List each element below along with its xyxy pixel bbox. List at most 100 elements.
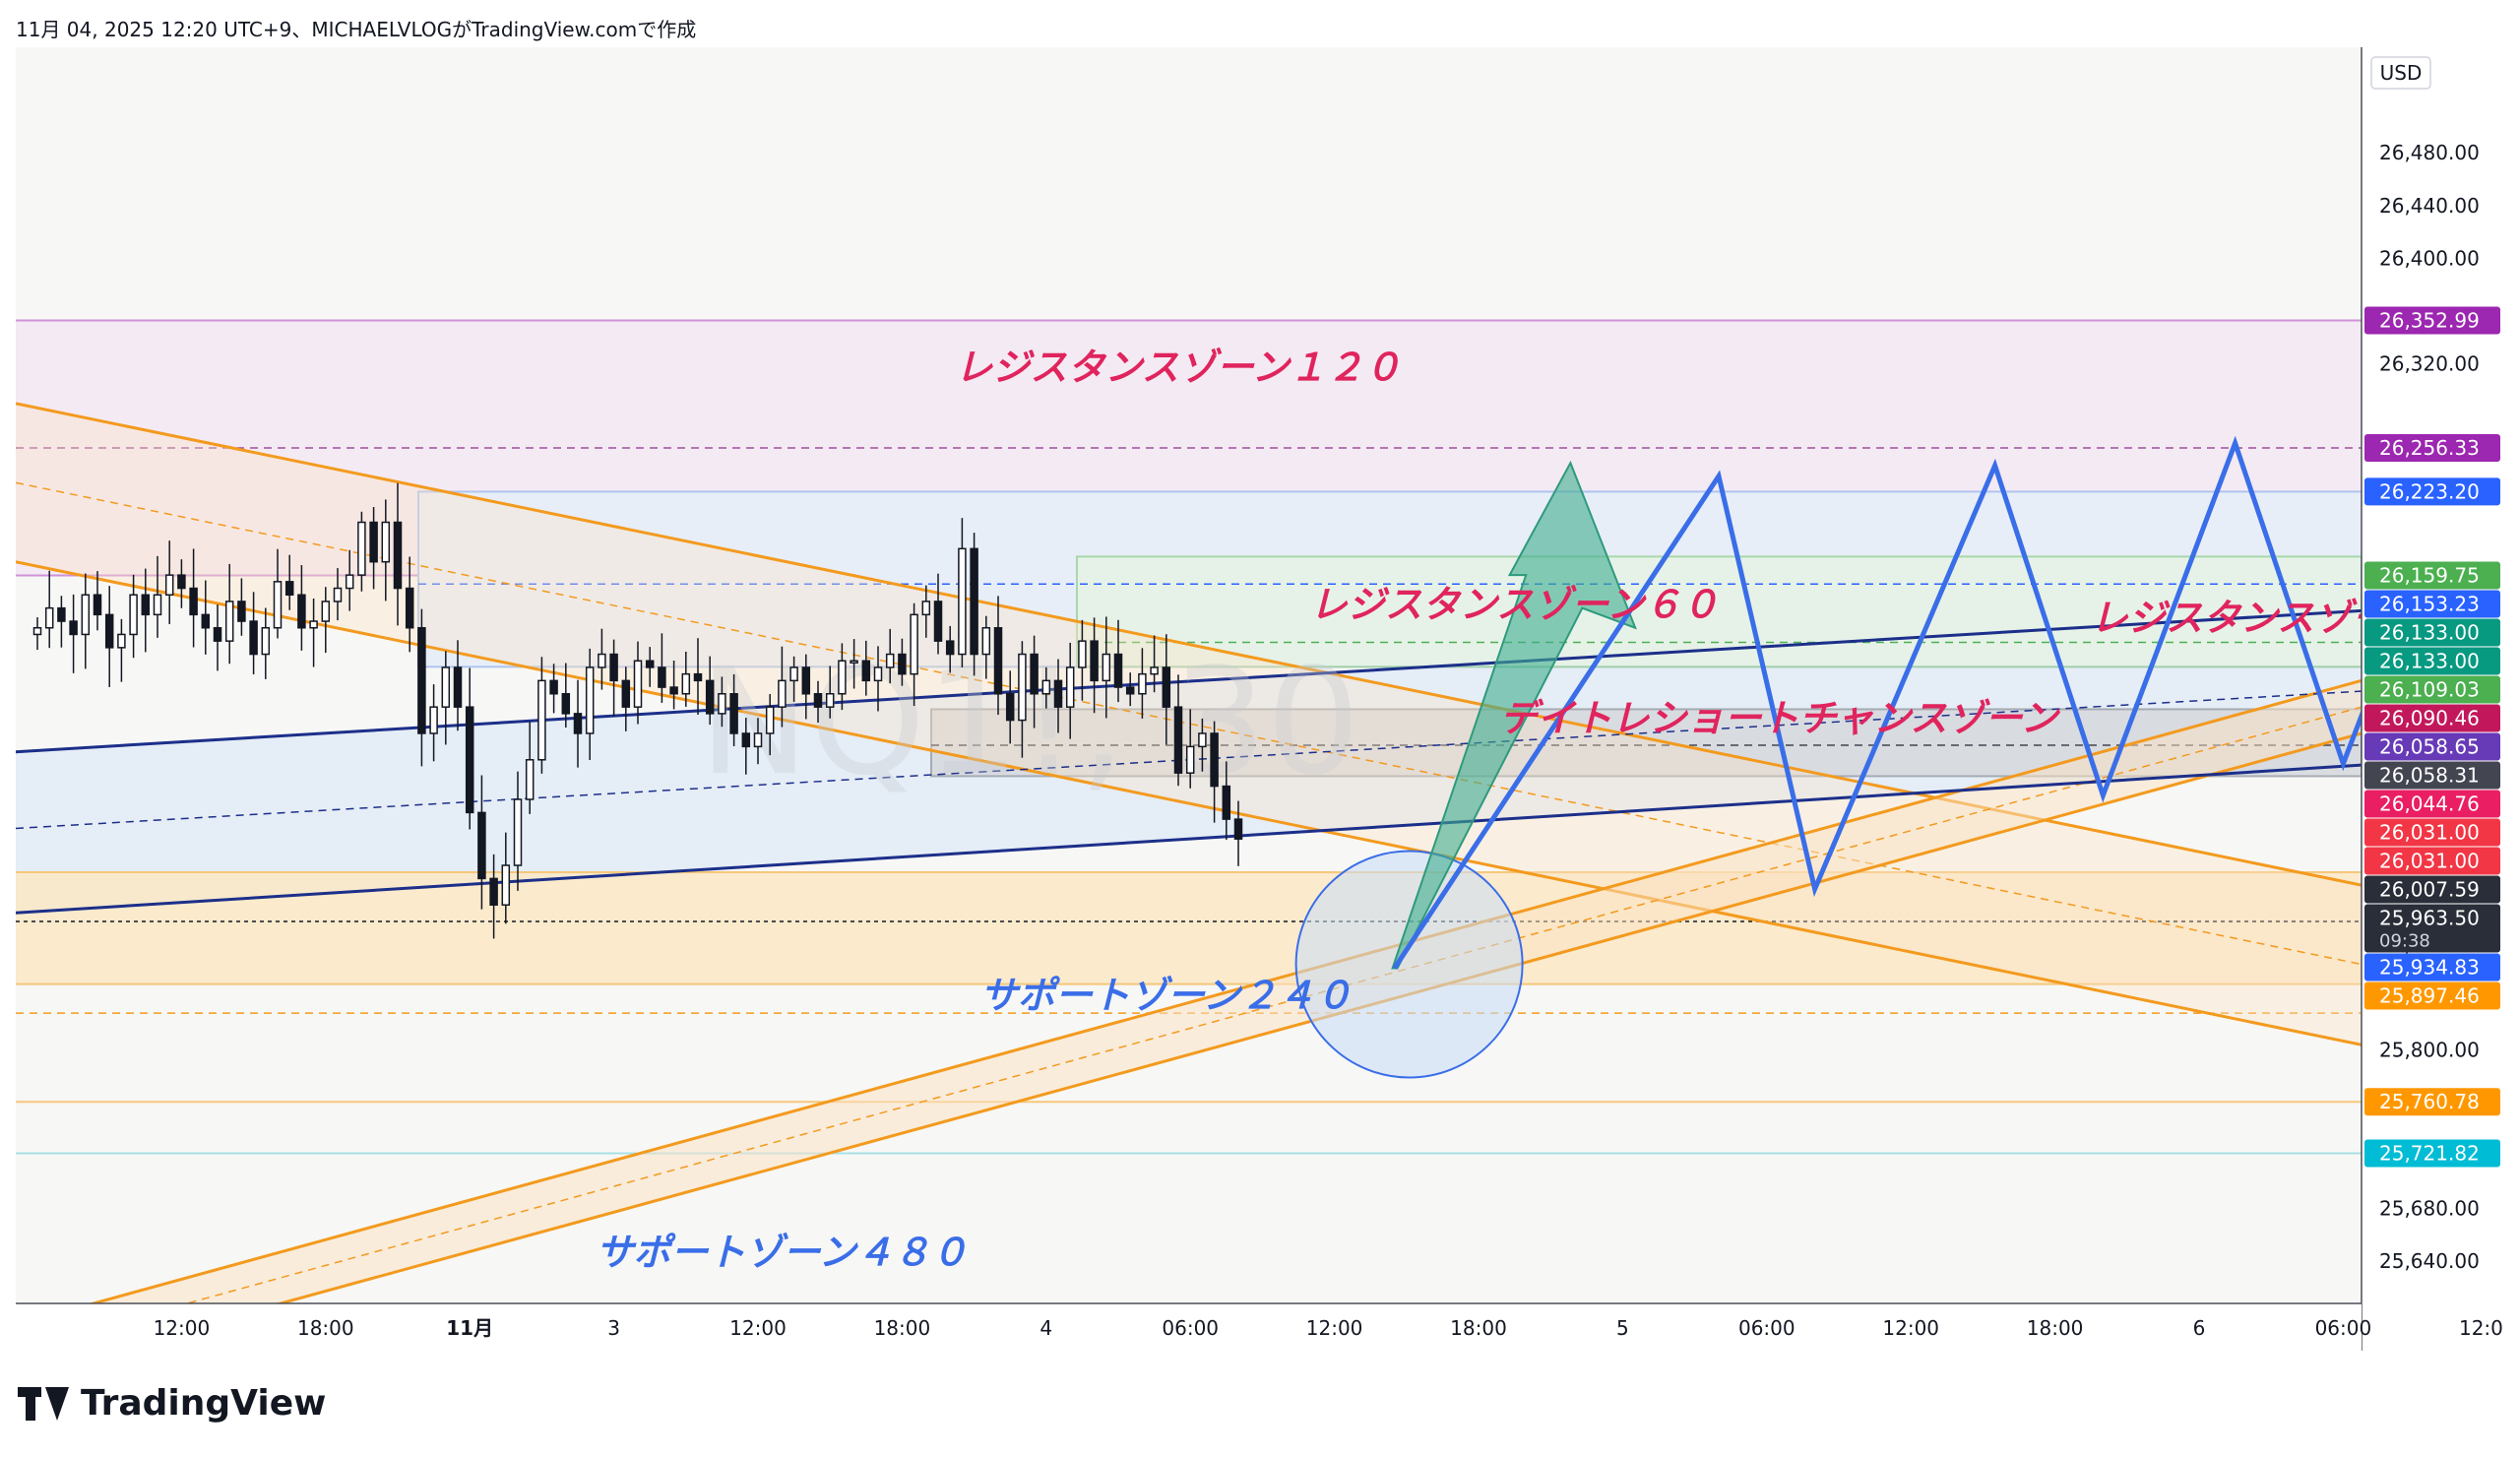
candle <box>1198 718 1207 772</box>
candle-body <box>585 666 595 734</box>
price-tick-label: 26,440.00 <box>2379 194 2480 218</box>
candle <box>465 667 474 830</box>
plot-layer: NQ1!, 30 レジスタンスゾーン１２０ レジスタンスゾーン６０ レジスタンスゾーン… <box>16 319 2362 1303</box>
price-tag-bg <box>2364 875 2500 904</box>
tradingview-brand: TradingView <box>81 1383 327 1424</box>
candle-body <box>164 574 174 596</box>
candle <box>333 568 343 621</box>
candle-body <box>69 620 78 636</box>
candle-body <box>693 672 703 682</box>
time-tick-label: 12:00 <box>1306 1316 1363 1340</box>
descending-channel-bottom <box>16 560 2362 1046</box>
navy-channel-top <box>16 608 2362 754</box>
price-tag-label: 26,223.20 <box>2379 479 2480 503</box>
symbol-watermark: NQ1!, 30 <box>699 637 1360 808</box>
candle-body <box>201 613 211 629</box>
candle <box>44 570 54 649</box>
tradingview-logo[interactable]: TradingView <box>18 1383 326 1424</box>
candle <box>1185 709 1195 789</box>
time-axis-bg <box>16 1303 2362 1351</box>
candle-body <box>357 521 366 576</box>
candle-body <box>850 660 858 665</box>
candle-body <box>417 626 426 734</box>
time-tick-label: 18:00 <box>297 1316 354 1340</box>
candle <box>645 647 655 687</box>
time-tick-label: 12:00 <box>729 1316 787 1340</box>
price-tag-label: 26,031.00 <box>2379 849 2480 872</box>
candle-body <box>885 653 895 668</box>
candle <box>297 565 306 651</box>
price-tag: 26,058.31 <box>2364 761 2500 790</box>
price-tag-label: 25,760.78 <box>2379 1090 2480 1113</box>
price-tag-bg <box>2364 306 2500 335</box>
candle-body <box>1018 653 1027 722</box>
candle <box>141 568 151 653</box>
candle-body <box>93 594 102 616</box>
candle-body <box>537 679 546 761</box>
candle <box>813 680 823 723</box>
candle <box>621 666 631 731</box>
candle-body <box>345 574 354 590</box>
candle <box>129 574 138 659</box>
candle <box>970 533 978 676</box>
candle <box>753 718 763 765</box>
candle-body <box>237 601 246 622</box>
candle <box>104 586 114 687</box>
candle-body <box>561 693 571 715</box>
price-tag-label: 26,058.65 <box>2379 734 2480 758</box>
candle-body <box>177 574 186 590</box>
candle-body <box>224 601 234 642</box>
currency-label: USD <box>2380 61 2423 85</box>
candle-body <box>429 706 438 734</box>
time-tick-label: 11月 <box>446 1316 493 1340</box>
candle-body <box>513 798 523 866</box>
price-chart[interactable]: NQ1!, 30 レジスタンスゾーン１２０ レジスタンスゾーン６０ レジスタンスゾーン… <box>16 47 2503 1351</box>
candle-body <box>921 601 931 616</box>
price-tag-bg <box>2364 704 2500 732</box>
candle-body <box>933 601 943 642</box>
candle-body <box>681 672 691 695</box>
candle <box>261 607 271 679</box>
candle-body <box>838 660 847 695</box>
price-tick-label: 25,680.00 <box>2379 1196 2480 1220</box>
annotation-label: レジスタンスゾーン６０ <box>1310 583 1719 626</box>
candle <box>669 661 678 710</box>
candle-body <box>32 626 42 636</box>
candle-body <box>1053 679 1063 708</box>
candle <box>189 548 198 648</box>
chart-area[interactable]: NQ1!, 30 レジスタンスゾーン１２０ レジスタンスゾーン６０ レジスタンスゾーン… <box>16 47 2503 1351</box>
candle-body <box>1005 693 1015 722</box>
candle-body <box>489 877 498 906</box>
candle-body <box>261 626 271 656</box>
currency-box <box>2370 56 2431 90</box>
price-tick-label: 25,640.00 <box>2379 1249 2480 1273</box>
candle-body <box>393 521 403 590</box>
annotation-label: デイトレショートチャンスゾーン <box>1500 696 2061 739</box>
candle <box>284 554 294 610</box>
candle-body <box>778 679 787 708</box>
candle-body <box>873 666 883 682</box>
time-tick-label: 06:00 <box>1162 1316 1219 1340</box>
candle <box>801 654 811 720</box>
candle-body <box>958 547 967 656</box>
candle-body <box>465 706 474 814</box>
candle <box>1173 674 1183 787</box>
price-tick-label: 25,800.00 <box>2379 1039 2480 1062</box>
candle-body <box>945 640 955 656</box>
price-tag: 26,223.20 <box>2364 477 2500 506</box>
candle <box>1150 635 1159 693</box>
candle <box>681 652 691 707</box>
candle <box>201 580 211 655</box>
price-tag-label: 26,044.76 <box>2379 792 2480 815</box>
candle <box>393 482 403 626</box>
candle-body <box>1185 745 1195 774</box>
candle <box>958 518 967 668</box>
candle <box>729 673 738 746</box>
price-tag: 26,352.99 <box>2364 306 2500 335</box>
candle-body <box>405 587 414 629</box>
candle <box>838 643 847 711</box>
candle <box>1053 659 1063 733</box>
price-tag-label: 26,133.00 <box>2379 620 2480 644</box>
price-tag: 26,090.46 <box>2364 704 2500 732</box>
candle-body <box>525 759 535 800</box>
